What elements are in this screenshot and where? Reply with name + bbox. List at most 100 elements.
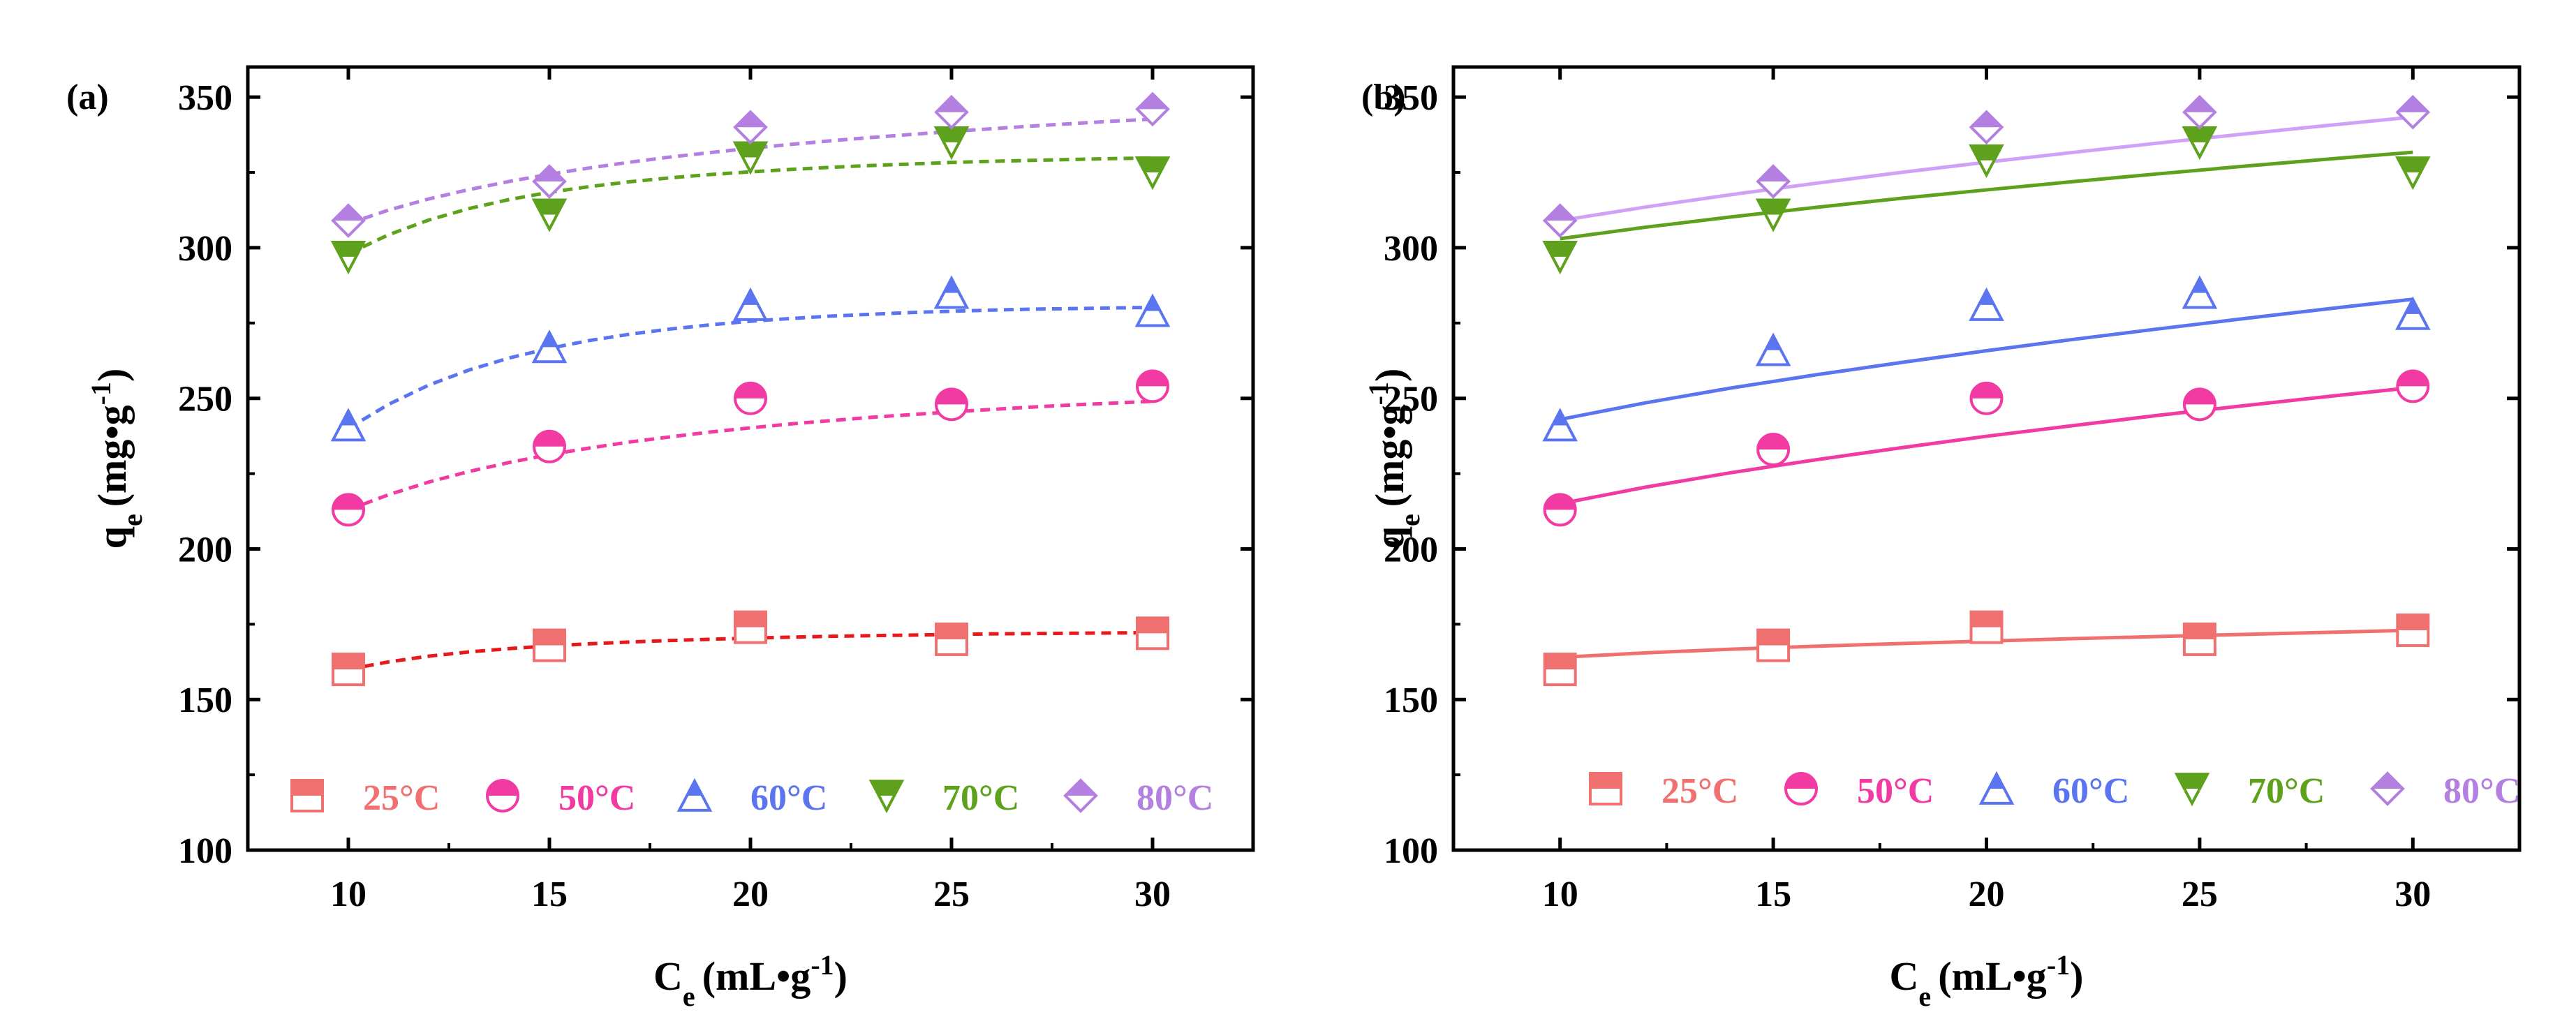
legend-marker <box>1063 778 1098 813</box>
x-axis-title-main: C <box>653 953 683 999</box>
y-axis-title-exp: -1 <box>1363 382 1394 405</box>
legend-marker <box>486 779 519 812</box>
x-tick-label: 15 <box>531 875 568 914</box>
legend-label: 25°C <box>363 778 440 818</box>
legend-label: 70°C <box>942 778 1019 818</box>
data-point <box>531 329 568 364</box>
data-point <box>1969 144 2004 178</box>
data-point <box>1136 616 1169 651</box>
legend-label: 80°C <box>1137 778 1213 818</box>
fit-line-3 <box>1560 150 2413 241</box>
y-axis-title: qe (mg•g-1) <box>1363 369 1426 549</box>
y-axis-title-unit: (mg•g <box>1367 405 1412 507</box>
y-tick-label: 250 <box>1384 380 1438 419</box>
y-tick-label: 350 <box>1384 78 1438 118</box>
y-tick-label: 200 <box>1384 530 1438 570</box>
y-tick-label: 300 <box>178 229 232 269</box>
data-point <box>2396 613 2430 647</box>
data-point <box>933 126 970 161</box>
y-tick-label: 150 <box>178 681 232 720</box>
legend-label: 60°C <box>750 778 827 818</box>
legend-marker <box>290 779 324 812</box>
data-point <box>1756 628 1791 662</box>
x-tick-label: 30 <box>1134 875 1171 914</box>
data-point <box>1136 369 1169 403</box>
x-axis-title-exp: -1 <box>810 949 834 981</box>
x-tick-label: 25 <box>2182 875 2218 914</box>
y-tick-label: 100 <box>178 831 232 871</box>
data-point <box>1134 293 1171 327</box>
data-point <box>2182 622 2216 656</box>
x-axis-title-close: ) <box>834 953 847 999</box>
data-point <box>733 110 768 145</box>
data-point <box>1969 610 2004 644</box>
data-point <box>734 381 767 415</box>
data-point <box>331 203 366 238</box>
panel-label: (b) <box>1361 77 1406 117</box>
x-tick-label: 10 <box>1542 875 1578 914</box>
x-axis-title: Ce (mL•g-1) <box>653 949 847 1012</box>
legend-marker <box>676 778 713 812</box>
data-point <box>332 493 365 527</box>
legend-label: 80°C <box>2443 771 2520 811</box>
data-point <box>1543 653 1577 687</box>
fit-line-2 <box>1560 297 2413 422</box>
y-tick-label: 150 <box>1384 681 1438 720</box>
legend-label: 70°C <box>2248 771 2325 811</box>
data-point <box>2394 296 2431 330</box>
data-point <box>732 141 769 175</box>
data-point <box>2394 156 2431 191</box>
data-point <box>533 628 566 662</box>
x-axis-title-main: C <box>1890 953 1919 999</box>
data-point <box>1969 381 2004 415</box>
data-point <box>2182 94 2217 130</box>
plot-frame <box>1451 65 2522 852</box>
data-point <box>2182 387 2216 422</box>
legend-label: 60°C <box>2052 771 2129 811</box>
data-point <box>1969 287 2004 321</box>
data-point <box>935 387 968 422</box>
data-point <box>1755 198 1791 232</box>
data-point <box>532 164 567 199</box>
data-point <box>1542 203 1578 238</box>
x-tick-label: 10 <box>330 875 367 914</box>
data-point <box>332 653 365 687</box>
legend-marker <box>1978 771 2015 805</box>
legend-marker <box>868 780 905 814</box>
x-axis-title-unit: (mL•g <box>1938 953 2047 999</box>
x-tick-label: 20 <box>1969 875 2005 914</box>
data-point <box>1756 433 1791 467</box>
data-point <box>1969 110 2004 145</box>
x-tick-label: 30 <box>2394 875 2431 914</box>
y-tick-label: 250 <box>178 380 232 419</box>
data-point <box>933 275 970 309</box>
x-tick-label: 15 <box>1755 875 1791 914</box>
legend-marker <box>2370 771 2405 806</box>
x-tick-label: 25 <box>933 875 970 914</box>
legend-marker <box>2174 773 2210 807</box>
data-point <box>1542 240 1578 275</box>
data-point <box>330 240 367 275</box>
y-tick-label: 350 <box>178 78 232 118</box>
data-point <box>1756 164 1791 199</box>
fit-line-1 <box>348 399 1153 512</box>
data-point <box>734 610 767 644</box>
data-point <box>1135 91 1170 127</box>
plot-frame <box>246 65 1255 852</box>
data-point <box>2395 94 2431 130</box>
data-point <box>1755 332 1791 366</box>
legend-label: 25°C <box>1661 771 1738 811</box>
y-axis-title-unit: (mg•g <box>89 405 135 507</box>
data-point <box>934 94 969 130</box>
y-axis-title-main: q <box>1367 526 1412 549</box>
legend-label: 50°C <box>1857 771 1934 811</box>
data-point <box>531 198 568 232</box>
y-tick-label: 200 <box>178 530 232 570</box>
y-axis-title-sub: e <box>117 514 148 526</box>
data-point <box>2182 126 2218 161</box>
x-axis-title-sub: e <box>683 981 695 1012</box>
x-axis-title-close: ) <box>2070 953 2083 999</box>
fit-line-2 <box>347 305 1153 430</box>
